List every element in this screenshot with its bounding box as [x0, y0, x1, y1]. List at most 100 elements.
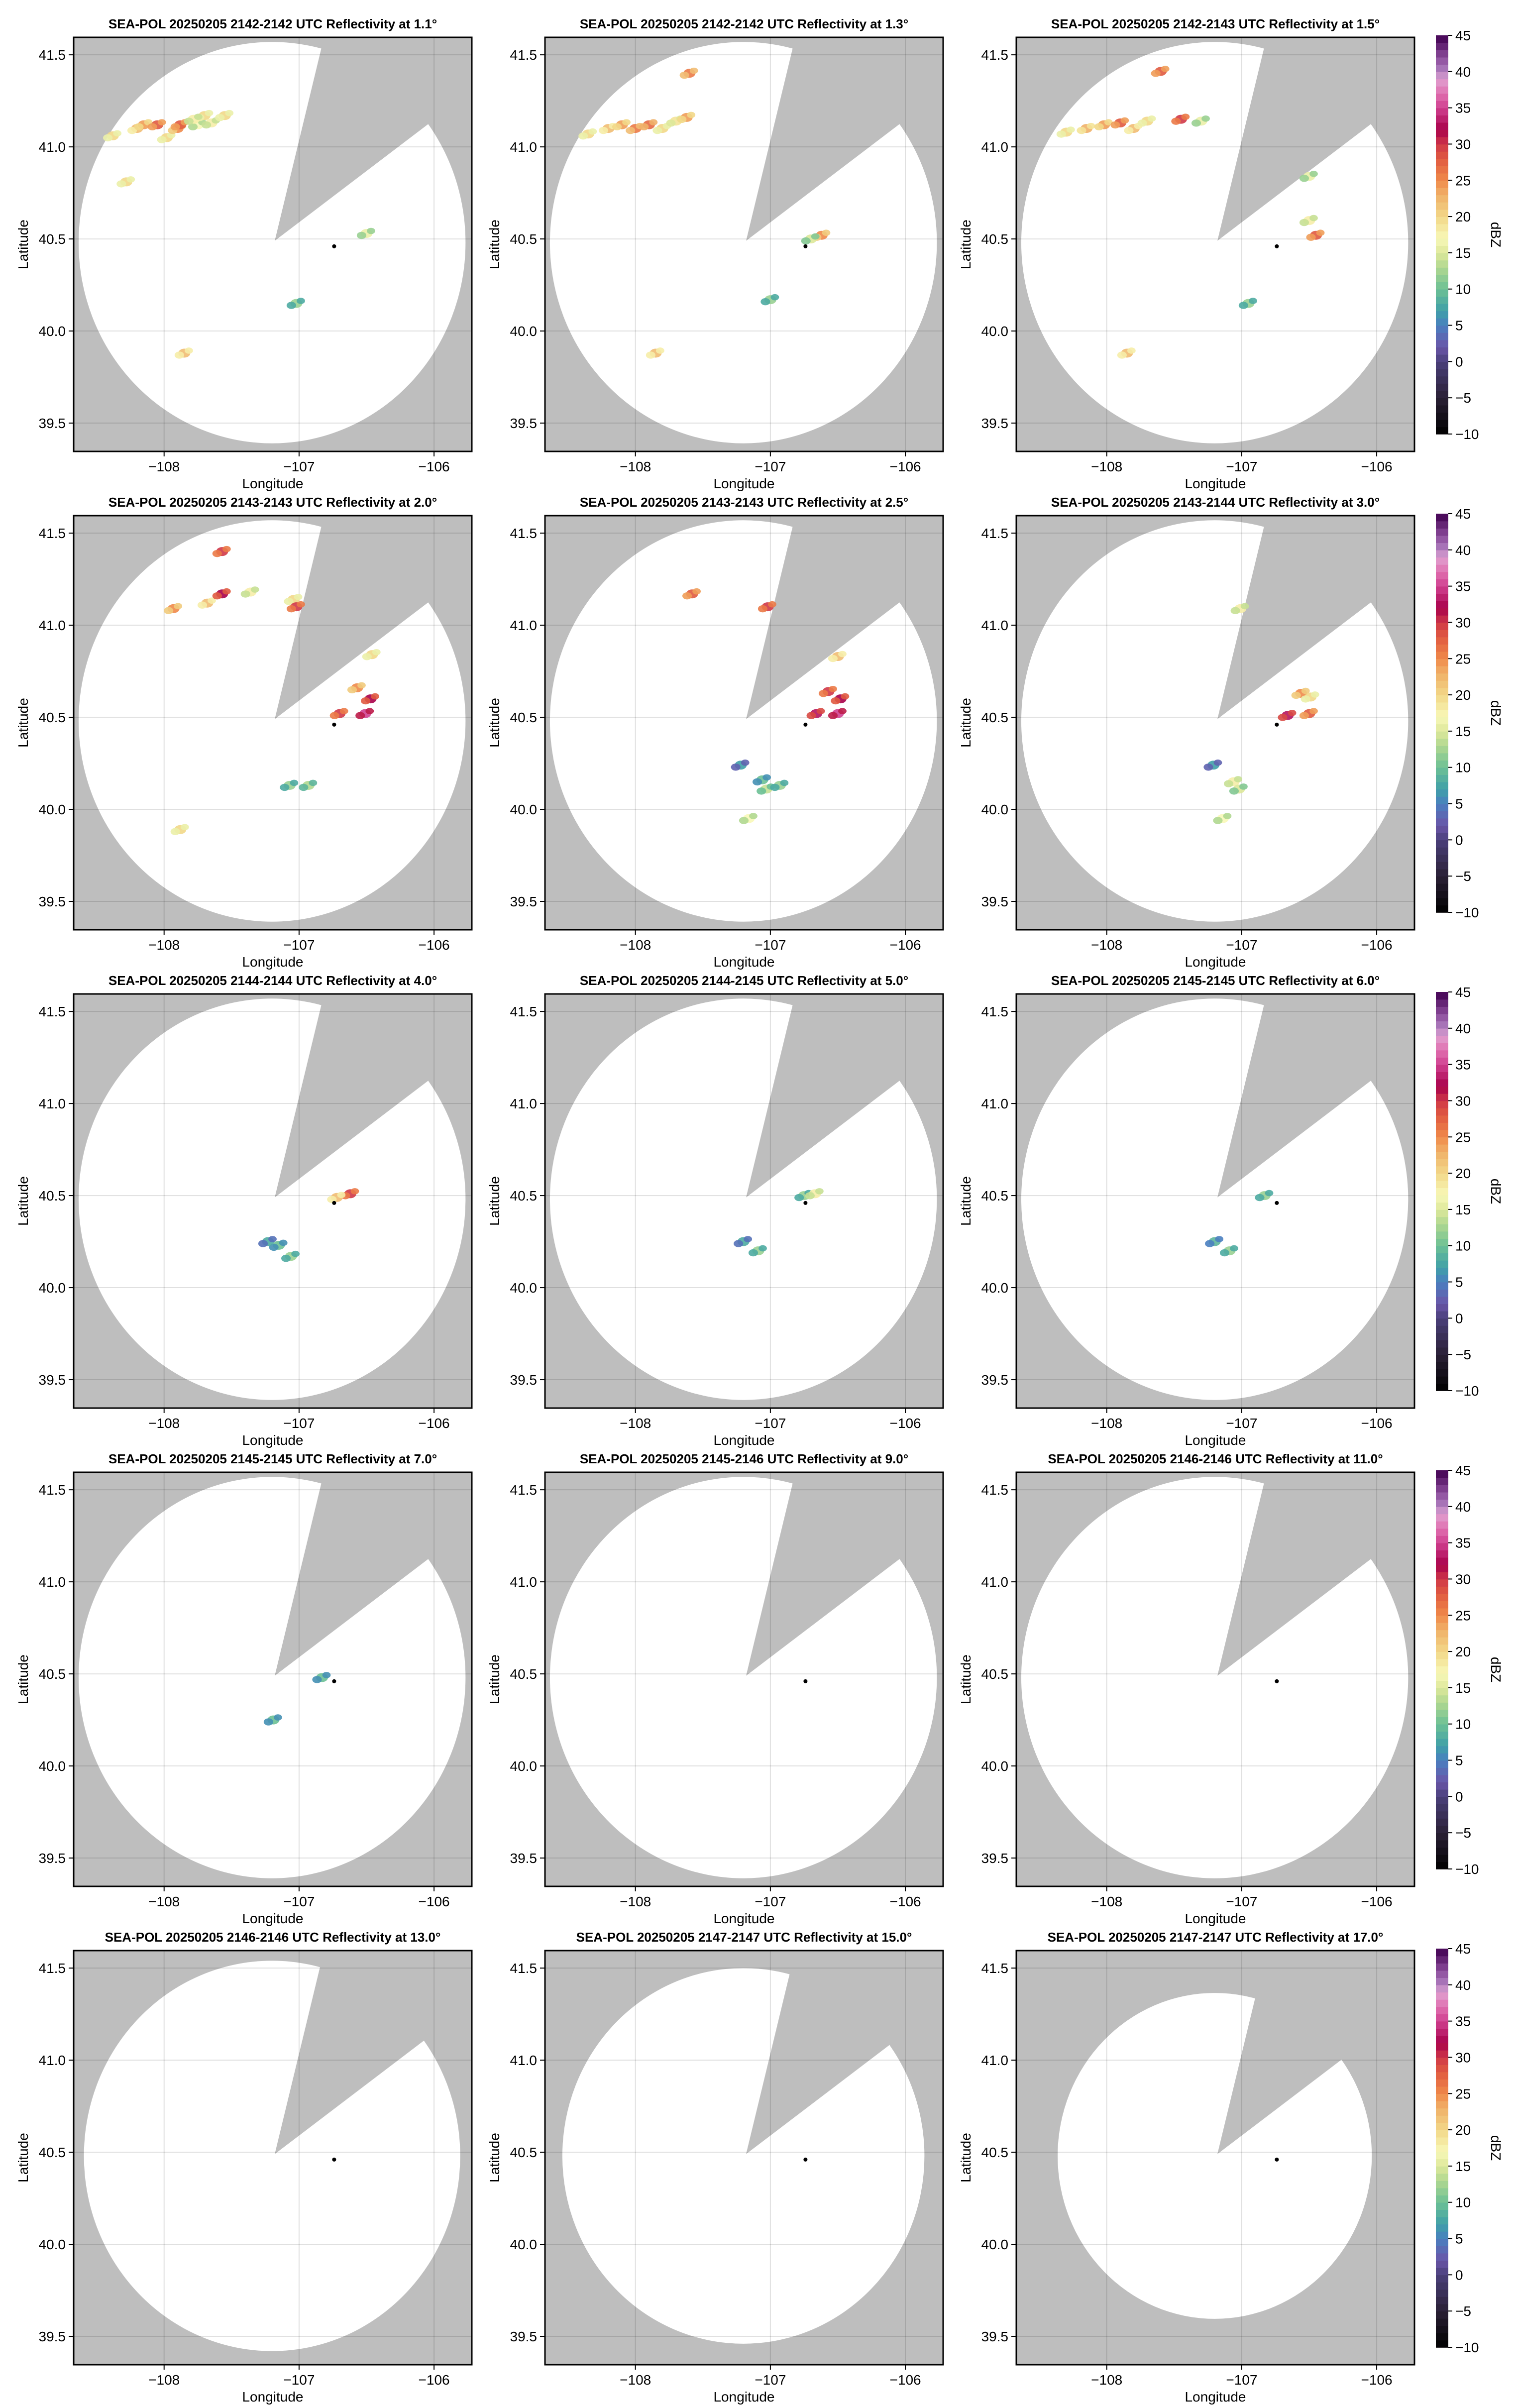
y-tick-label: 41.5	[510, 526, 538, 541]
colorbar-band	[1436, 811, 1448, 819]
colorbar-band	[1436, 2181, 1448, 2189]
colorbar-band	[1436, 129, 1448, 137]
radar-location-marker	[803, 2157, 808, 2162]
colorbar-tick-label: −5	[1455, 2303, 1471, 2319]
y-tick-label: 40.5	[510, 1666, 538, 1682]
x-tick-label: −107	[283, 459, 315, 474]
colorbar-band	[1436, 398, 1448, 406]
colorbar-band	[1436, 818, 1448, 826]
colorbar-label: dBZ	[1488, 1179, 1504, 1204]
radar-location-marker	[332, 722, 336, 727]
colorbar-band	[1436, 2297, 1448, 2304]
y-tick-label: 41.5	[981, 1004, 1009, 1019]
echo-point	[240, 590, 250, 598]
blocked-sector	[746, 1951, 943, 2154]
colorbar-band	[1436, 2050, 1448, 2058]
colorbar-band	[1436, 1999, 1448, 2007]
y-tick-label: 40.5	[510, 2145, 538, 2160]
colorbar-band	[1436, 1796, 1448, 1804]
x-tick-label: −108	[620, 1894, 651, 1909]
colorbar-band	[1436, 1376, 1448, 1384]
echo-point	[1288, 710, 1297, 716]
colorbar-band	[1436, 1542, 1448, 1550]
echo-point	[367, 227, 375, 234]
colorbar-band	[1436, 122, 1448, 130]
y-tick-label: 40.0	[981, 2237, 1009, 2252]
colorbar-band	[1436, 825, 1448, 833]
panel-title: SEA-POL 20250205 2145-2145 UTC Reflectiv…	[108, 1451, 437, 1466]
x-tick-label: −108	[620, 937, 651, 953]
colorbar-tick-label: 20	[1455, 687, 1471, 703]
echo-point	[757, 787, 766, 795]
radar-location-marker	[803, 722, 808, 727]
y-tick-label: 40.0	[981, 1280, 1009, 1296]
echo-point	[687, 111, 696, 118]
colorbar-band	[1436, 774, 1448, 782]
colorbar-band	[1436, 1231, 1448, 1239]
echo-point	[225, 109, 234, 116]
axes-frame	[73, 993, 473, 1409]
x-tick-label: −107	[1226, 937, 1257, 953]
panel-title: SEA-POL 20250205 2143-2143 UTC Reflectiv…	[108, 495, 437, 510]
blocked-sector	[275, 1472, 472, 1676]
colorbar-band	[1436, 1072, 1448, 1080]
y-tick-label: 39.5	[981, 1372, 1009, 1388]
panel-title: SEA-POL 20250205 2147-2147 UTC Reflectiv…	[576, 1930, 912, 1945]
y-tick-label: 40.5	[981, 231, 1009, 247]
colorbar-band	[1436, 803, 1448, 811]
echo-point	[682, 592, 692, 600]
colorbar-band	[1436, 151, 1448, 159]
colorbar-band	[1436, 1042, 1448, 1051]
blocked-sector	[275, 994, 472, 1198]
colorbar-band	[1436, 368, 1448, 377]
y-tick-label: 40.0	[39, 2237, 66, 2252]
echo-point	[1310, 691, 1319, 698]
panel-14: SEA-POL 20250205 2147-2147 UTC Reflectiv…	[487, 1930, 944, 2405]
colorbar-tick-label: 0	[1455, 1789, 1463, 1804]
colorbar-band	[1436, 796, 1448, 804]
axes-frame	[73, 1950, 473, 2366]
y-axis-label: Latitude	[958, 1654, 974, 1704]
colorbar-band	[1436, 1571, 1448, 1580]
colorbar-band	[1436, 158, 1448, 166]
echo-point	[294, 594, 303, 600]
radar-location-marker	[332, 2157, 336, 2162]
colorbar-tick-label: 15	[1455, 245, 1471, 261]
colorbar-band	[1436, 564, 1448, 572]
x-axis-label: Longitude	[1185, 954, 1246, 970]
colorbar-band	[1436, 1057, 1448, 1065]
echo-point	[734, 1240, 744, 1247]
colorbar-band	[1436, 1267, 1448, 1275]
colorbar-band	[1436, 50, 1448, 58]
colorbar-band	[1436, 274, 1448, 282]
colorbar-band	[1436, 1767, 1448, 1775]
colorbar-band	[1436, 2072, 1448, 2080]
colorbar-band	[1436, 2166, 1448, 2174]
echo-point	[361, 697, 371, 705]
echo-point	[329, 712, 339, 719]
echo-point	[731, 764, 741, 771]
y-tick-label: 41.5	[510, 47, 538, 63]
colorbar-tick-label: 40	[1455, 1499, 1471, 1515]
echo-point	[1086, 122, 1095, 129]
colorbar-band	[1436, 1296, 1448, 1305]
panel-5: SEA-POL 20250205 2143-2143 UTC Reflectiv…	[487, 495, 944, 970]
echo-point	[322, 1672, 331, 1678]
colorbar-band	[1436, 2209, 1448, 2217]
x-tick-label: −108	[620, 1416, 651, 1431]
colorbar-band	[1436, 1724, 1448, 1732]
y-tick-label: 41.5	[39, 1482, 66, 1498]
colorbar-label: dBZ	[1488, 700, 1504, 726]
colorbar-band	[1436, 311, 1448, 319]
y-tick-label: 41.5	[981, 526, 1009, 541]
colorbar-band	[1436, 724, 1448, 732]
colorbar-tick-label: −5	[1455, 869, 1471, 884]
echo-point	[212, 549, 222, 557]
colorbar-band	[1436, 571, 1448, 579]
echo-point	[1117, 351, 1127, 359]
echo-point	[157, 136, 167, 143]
x-tick-label: −107	[755, 937, 786, 953]
colorbar-band	[1436, 1158, 1448, 1167]
colorbar-tick-label: −10	[1455, 905, 1479, 920]
echo-point	[758, 605, 768, 613]
